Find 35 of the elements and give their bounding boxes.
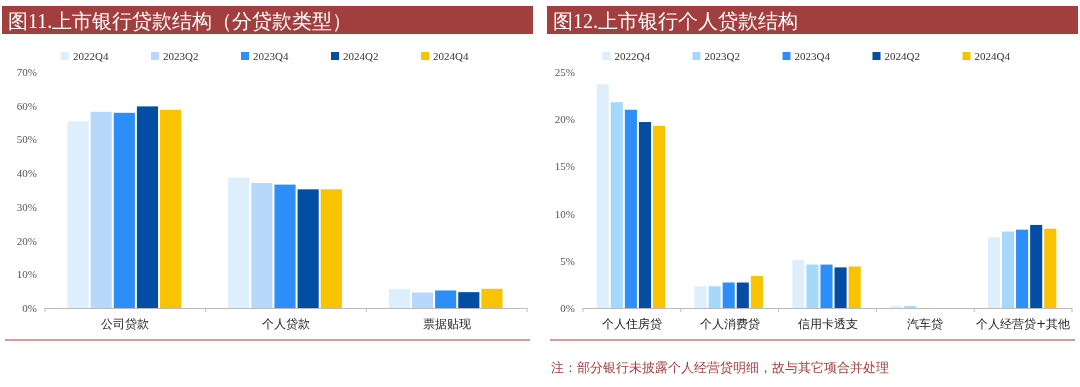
legend-label: 2022Q4 [73, 50, 109, 62]
x-tick-label: 汽车贷 [907, 317, 944, 331]
y-tick-label: 10% [554, 207, 575, 220]
chart-title: 图11.上市银行贷款结构（分贷款类型） [8, 10, 353, 32]
y-tick-label: 20% [16, 234, 37, 247]
y-tick-label: 20% [554, 113, 575, 126]
x-tick-label: 个人消费贷 [699, 317, 760, 331]
legend-label: 2024Q4 [974, 50, 1011, 62]
chart-title: 图12.上市银行个人贷款结构 [553, 10, 798, 32]
legend-label: 2024Q2 [884, 50, 920, 62]
y-tick-label: 30% [16, 200, 37, 213]
x-tick-label: 票据贴现 [422, 317, 471, 331]
x-tick-label: 个人贷款 [262, 317, 310, 331]
y-tick-label: 60% [16, 99, 37, 112]
legend-label: 2023Q4 [794, 50, 831, 62]
legend-label: 2022Q4 [614, 50, 651, 62]
x-tick-label: 公司贷款 [101, 317, 150, 331]
legend-label: 2023Q4 [253, 50, 289, 62]
legend-label: 2024Q2 [343, 50, 379, 62]
x-tick-label: 个人经营贷+其他 [976, 317, 1071, 331]
y-tick-label: 40% [16, 167, 37, 180]
y-tick-label: 70% [16, 66, 37, 78]
y-tick-label: 0% [560, 302, 575, 314]
x-tick-label: 信用卡透支 [797, 317, 858, 331]
legend-label: 2024Q4 [433, 50, 469, 62]
y-tick-label: 5% [560, 254, 575, 267]
y-tick-label: 15% [554, 160, 575, 173]
y-tick-label: 10% [16, 268, 37, 281]
y-tick-label: 25% [554, 66, 575, 78]
legend-label: 2023Q2 [163, 50, 199, 62]
x-tick-label: 个人住房贷 [601, 317, 662, 331]
y-tick-label: 0% [22, 302, 37, 314]
legend-label: 2023Q2 [704, 50, 740, 62]
text: 注：部分银行未披露个人经营贷明细，故与其它项合并处理 [551, 360, 889, 375]
y-tick-label: 50% [16, 133, 37, 146]
